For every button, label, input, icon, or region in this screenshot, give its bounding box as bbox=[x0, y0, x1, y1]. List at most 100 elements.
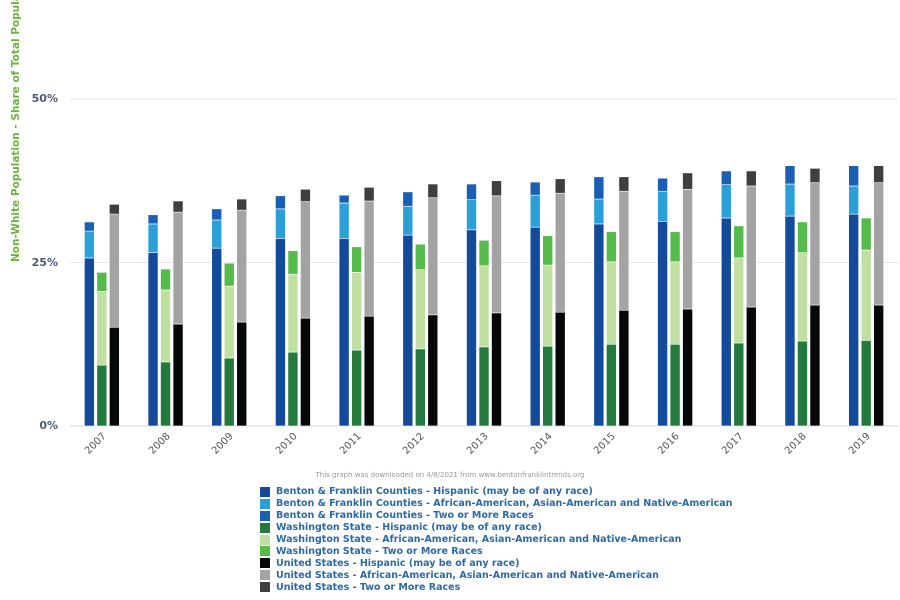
bar-segment[interactable] bbox=[733, 257, 745, 344]
bar-segment[interactable] bbox=[223, 262, 235, 287]
bar-segment[interactable] bbox=[236, 321, 248, 427]
bar-segment[interactable] bbox=[427, 197, 439, 316]
bar-segment[interactable] bbox=[529, 194, 541, 228]
bar-segment[interactable] bbox=[797, 252, 808, 342]
bar-segment[interactable] bbox=[211, 219, 223, 249]
bar-segment[interactable] bbox=[491, 195, 502, 314]
bar-segment[interactable] bbox=[338, 194, 350, 204]
bar-segment[interactable] bbox=[860, 217, 872, 251]
bar-segment[interactable] bbox=[160, 289, 171, 363]
bar-segment[interactable] bbox=[223, 357, 235, 427]
bar-segment[interactable] bbox=[720, 184, 732, 219]
bar-segment[interactable] bbox=[109, 326, 120, 427]
bar-segment[interactable] bbox=[147, 223, 159, 253]
bar-segment[interactable] bbox=[84, 221, 95, 232]
bar-segment[interactable] bbox=[784, 183, 796, 217]
bar-segment[interactable] bbox=[160, 361, 171, 427]
bar-segment[interactable] bbox=[338, 238, 350, 427]
bar-segment[interactable] bbox=[236, 198, 248, 211]
bar-segment[interactable] bbox=[873, 182, 884, 306]
bar-segment[interactable] bbox=[415, 243, 426, 270]
legend-item[interactable]: United States - African-American, Asian-… bbox=[260, 569, 732, 581]
bar-segment[interactable] bbox=[300, 188, 311, 202]
bar-segment[interactable] bbox=[848, 165, 859, 187]
bar-segment[interactable] bbox=[618, 176, 630, 192]
legend-item[interactable]: United States - Hispanic (may be of any … bbox=[260, 557, 732, 569]
bar-segment[interactable] bbox=[96, 272, 108, 292]
bar-segment[interactable] bbox=[657, 190, 668, 222]
bar-segment[interactable] bbox=[147, 214, 159, 225]
bar-segment[interactable] bbox=[682, 188, 693, 310]
bar-segment[interactable] bbox=[478, 239, 490, 267]
bar-segment[interactable] bbox=[873, 165, 884, 184]
bar-segment[interactable] bbox=[784, 165, 796, 185]
bar-segment[interactable] bbox=[427, 314, 439, 427]
bar-segment[interactable] bbox=[466, 229, 477, 427]
bar-segment[interactable] bbox=[542, 264, 553, 347]
bar-segment[interactable] bbox=[84, 230, 95, 259]
bar-segment[interactable] bbox=[236, 209, 248, 323]
bar-segment[interactable] bbox=[351, 246, 362, 273]
bar-segment[interactable] bbox=[172, 200, 184, 213]
bar-segment[interactable] bbox=[491, 312, 502, 427]
bar-segment[interactable] bbox=[542, 345, 553, 427]
legend-item[interactable]: Benton & Franklin Counties - African-Ame… bbox=[260, 498, 732, 510]
bar-segment[interactable] bbox=[720, 170, 732, 185]
bar-segment[interactable] bbox=[223, 285, 235, 359]
bar-segment[interactable] bbox=[529, 181, 541, 196]
bar-segment[interactable] bbox=[211, 247, 223, 427]
bar-segment[interactable] bbox=[478, 346, 490, 427]
bar-segment[interactable] bbox=[784, 215, 796, 427]
bar-segment[interactable] bbox=[466, 199, 477, 231]
bar-segment[interactable] bbox=[554, 192, 566, 313]
bar-segment[interactable] bbox=[287, 250, 299, 275]
bar-segment[interactable] bbox=[211, 208, 223, 221]
bar-segment[interactable] bbox=[669, 343, 681, 427]
legend-item[interactable]: Washington State - Hispanic (may be of a… bbox=[260, 522, 732, 534]
bar-segment[interactable] bbox=[363, 186, 375, 202]
bar-segment[interactable] bbox=[275, 238, 286, 427]
bar-segment[interactable] bbox=[287, 273, 299, 353]
bar-segment[interactable] bbox=[809, 182, 821, 306]
bar-segment[interactable] bbox=[733, 225, 745, 259]
bar-segment[interactable] bbox=[860, 340, 872, 427]
bar-segment[interactable] bbox=[809, 304, 821, 427]
bar-segment[interactable] bbox=[554, 178, 566, 194]
bar-segment[interactable] bbox=[733, 342, 745, 427]
bar-segment[interactable] bbox=[848, 185, 859, 215]
bar-segment[interactable] bbox=[363, 200, 375, 317]
bar-segment[interactable] bbox=[363, 315, 375, 427]
bar-segment[interactable] bbox=[529, 226, 541, 427]
bar-segment[interactable] bbox=[745, 306, 757, 427]
bar-segment[interactable] bbox=[402, 234, 414, 427]
bar-segment[interactable] bbox=[669, 261, 681, 345]
bar-segment[interactable] bbox=[554, 311, 566, 427]
bar-segment[interactable] bbox=[606, 343, 617, 427]
bar-segment[interactable] bbox=[351, 349, 362, 427]
bar-segment[interactable] bbox=[427, 183, 439, 199]
bar-segment[interactable] bbox=[618, 190, 630, 311]
bar-segment[interactable] bbox=[657, 220, 668, 427]
bar-segment[interactable] bbox=[351, 272, 362, 351]
legend-item[interactable]: Washington State - African-American, Asi… bbox=[260, 534, 732, 546]
bar-segment[interactable] bbox=[873, 304, 884, 427]
bar-segment[interactable] bbox=[860, 249, 872, 341]
bar-segment[interactable] bbox=[593, 223, 605, 427]
bar-segment[interactable] bbox=[96, 290, 108, 366]
legend-item[interactable]: Benton & Franklin Counties - Two or More… bbox=[260, 510, 732, 522]
bar-segment[interactable] bbox=[593, 198, 605, 225]
bar-segment[interactable] bbox=[720, 217, 732, 427]
bar-segment[interactable] bbox=[745, 185, 757, 308]
bar-segment[interactable] bbox=[160, 268, 171, 291]
bar-segment[interactable] bbox=[402, 191, 414, 207]
bar-segment[interactable] bbox=[275, 208, 286, 239]
bar-segment[interactable] bbox=[96, 364, 108, 427]
bar-segment[interactable] bbox=[109, 213, 120, 328]
bar-segment[interactable] bbox=[338, 202, 350, 239]
legend-item[interactable]: United States - Two or More Races bbox=[260, 581, 732, 593]
bar-segment[interactable] bbox=[478, 265, 490, 348]
bar-segment[interactable] bbox=[618, 309, 630, 427]
bar-segment[interactable] bbox=[415, 269, 426, 350]
bar-segment[interactable] bbox=[606, 261, 617, 345]
bar-segment[interactable] bbox=[402, 205, 414, 236]
